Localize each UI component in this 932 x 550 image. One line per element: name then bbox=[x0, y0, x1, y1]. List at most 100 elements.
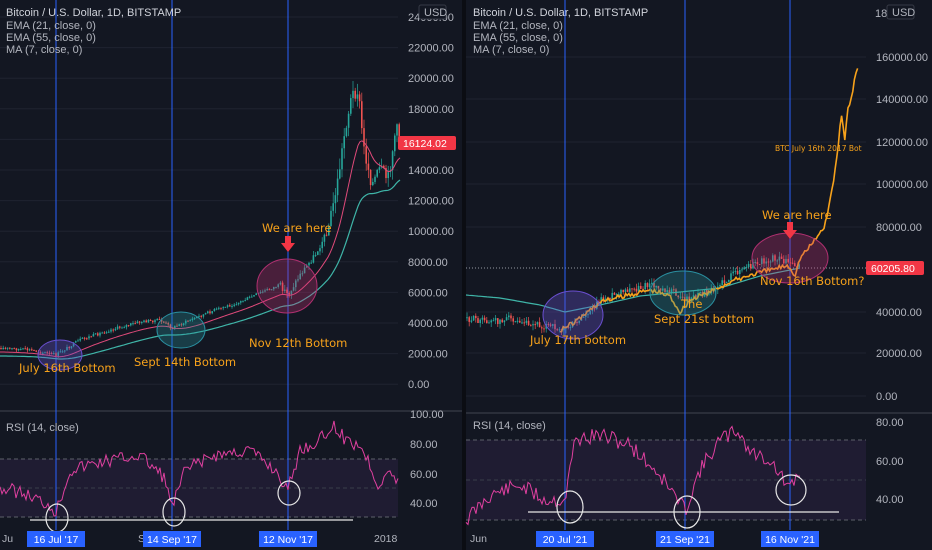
right-currency-badge[interactable]: USD bbox=[886, 4, 915, 20]
left-indicator-ma7[interactable]: MA (7, close, 0) bbox=[6, 44, 82, 56]
right-candle-body bbox=[534, 324, 536, 326]
left-candle-body bbox=[193, 318, 196, 320]
left-rsi-line bbox=[0, 420, 399, 517]
left-candle-body bbox=[141, 321, 143, 323]
right-candle-body bbox=[754, 261, 756, 263]
left-candle-body bbox=[286, 289, 288, 294]
left-candle-body bbox=[101, 332, 103, 334]
left-candle-body bbox=[246, 297, 249, 301]
right-candle-body bbox=[611, 292, 613, 300]
left-candle-body bbox=[339, 169, 341, 179]
right-candle-body bbox=[774, 255, 776, 261]
left-candle-body bbox=[220, 307, 222, 309]
right-currency-text: USD bbox=[892, 7, 915, 19]
left-candle-body bbox=[279, 282, 282, 285]
right-candle-body bbox=[488, 322, 490, 324]
date-tag-label: 21 Sep '21 bbox=[660, 534, 710, 546]
left-candle-body bbox=[204, 313, 207, 315]
right-candle-body bbox=[613, 292, 616, 295]
right-candle-body bbox=[750, 263, 752, 269]
left-candle-body bbox=[169, 324, 172, 329]
left-indicator-ema21[interactable]: EMA (21, close, 0) bbox=[6, 20, 96, 32]
left-candle-body bbox=[224, 306, 227, 308]
left-candle-body bbox=[341, 148, 343, 170]
right-candle-body bbox=[585, 314, 587, 317]
left-candle-body bbox=[79, 338, 81, 341]
left-candle-body bbox=[77, 340, 79, 342]
right-candle-body bbox=[494, 318, 497, 321]
left-candle-body bbox=[358, 94, 361, 102]
left-candle-body bbox=[75, 341, 77, 343]
right-candle-body bbox=[699, 291, 701, 294]
right-candle-body bbox=[521, 322, 523, 324]
left-candle-body bbox=[92, 334, 95, 337]
left-candle-body bbox=[308, 262, 310, 266]
left-candle-body bbox=[20, 348, 22, 350]
left-rsi-axis[interactable]: 100.00 80.00 60.00 40.00 bbox=[410, 409, 444, 510]
left-candle-body bbox=[64, 350, 66, 352]
left-candle-body bbox=[97, 333, 99, 336]
left-candle-body bbox=[310, 262, 312, 264]
left-candle-body bbox=[176, 325, 178, 327]
right-candle-body bbox=[519, 320, 521, 323]
left-currency-badge[interactable]: USD bbox=[418, 4, 447, 20]
right-candle-body bbox=[783, 258, 785, 264]
left-candles bbox=[0, 81, 400, 358]
left-candle-body bbox=[185, 320, 187, 324]
left-candle-body bbox=[281, 282, 284, 291]
left-chart-title: Bitcoin / U.S. Dollar, 1D, BITSTAMP bbox=[6, 7, 181, 19]
right-rsi-label[interactable]: RSI (14, close) bbox=[473, 420, 546, 432]
right-candle-body bbox=[620, 289, 622, 294]
right-candle-body bbox=[706, 289, 708, 295]
left-candle-body bbox=[356, 94, 359, 99]
date-tag-label: 20 Jul '21 bbox=[543, 534, 588, 546]
left-candle-body bbox=[99, 332, 101, 336]
left-candle-body bbox=[235, 304, 238, 306]
left-candle-body bbox=[103, 332, 106, 334]
right-candle-body bbox=[477, 318, 479, 324]
right-candle-body bbox=[664, 288, 666, 293]
left-candle-body bbox=[347, 113, 350, 128]
right-rsi-axis[interactable]: 80.00 60.00 40.00 bbox=[876, 417, 904, 506]
right-candle-body bbox=[532, 324, 534, 326]
left-candle-body bbox=[284, 289, 286, 291]
right-candle-body bbox=[470, 320, 473, 322]
left-price-tick: 18000.00 bbox=[408, 104, 454, 116]
left-candle-body bbox=[354, 90, 356, 99]
right-rsi-circle-1 bbox=[556, 490, 584, 524]
right-candle-body bbox=[497, 318, 499, 324]
left-candle-body bbox=[317, 251, 319, 255]
left-candle-body bbox=[31, 349, 33, 351]
left-rsi-circle-3 bbox=[277, 480, 301, 506]
left-candle-body bbox=[336, 178, 339, 196]
left-candle-body bbox=[196, 316, 198, 319]
left-candle-body bbox=[94, 333, 97, 335]
right-candle-body bbox=[618, 293, 620, 295]
right-indicator-ma7[interactable]: MA (7, close, 0) bbox=[473, 44, 549, 56]
right-candle-body bbox=[501, 319, 503, 323]
left-candle-body bbox=[233, 304, 235, 306]
right-bottom-label-1: July 17th bottom bbox=[529, 333, 626, 347]
right-candle-body bbox=[593, 308, 596, 310]
right-price-axis[interactable]: 160000.00 140000.00 120000.00 100000.00 8000… bbox=[876, 52, 928, 403]
left-price-axis[interactable]: 24000.0022000.0020000.0018000.0016000.00… bbox=[408, 12, 454, 391]
left-candle-body bbox=[55, 353, 57, 356]
right-date-tags: 20 Jul '21 21 Sep '21 16 Nov '21 bbox=[536, 531, 819, 547]
left-bottom-label-3: Nov 12th Bottom bbox=[249, 336, 347, 350]
left-indicator-ema55[interactable]: EMA (55, close, 0) bbox=[6, 32, 96, 44]
left-candle-body bbox=[191, 318, 194, 321]
left-candle-body bbox=[323, 234, 326, 242]
right-indicator-ema21[interactable]: EMA (21, close, 0) bbox=[473, 20, 563, 32]
right-candle-body bbox=[686, 296, 688, 302]
date-tag-label: 16 Jul '17 bbox=[34, 534, 79, 546]
right-we-are-here: We are here bbox=[762, 208, 832, 222]
right-candle-body bbox=[556, 329, 558, 331]
left-candle-body bbox=[130, 323, 132, 326]
left-candle-body bbox=[198, 315, 200, 317]
left-price-tick: 0.00 bbox=[408, 379, 429, 391]
left-candle-body bbox=[343, 136, 345, 149]
left-rsi-label[interactable]: RSI (14, close) bbox=[6, 422, 79, 434]
right-candle-body bbox=[587, 314, 589, 316]
right-indicator-ema55[interactable]: EMA (55, close, 0) bbox=[473, 32, 563, 44]
left-candle-body bbox=[182, 323, 185, 326]
